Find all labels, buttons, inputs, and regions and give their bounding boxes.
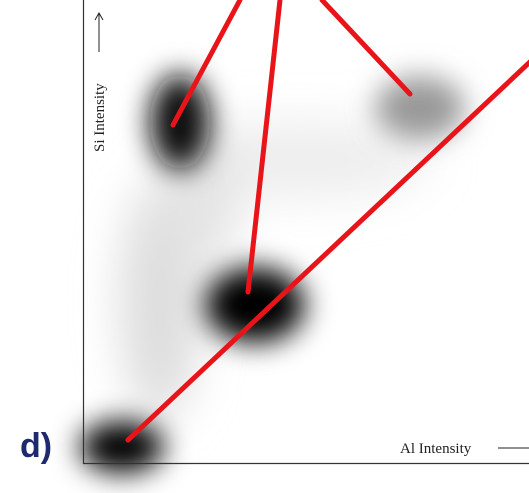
cluster <box>375 76 465 140</box>
pointer-line <box>125 59 529 443</box>
y-axis-label: Si Intensity <box>92 83 108 152</box>
density-haze <box>120 120 430 420</box>
cluster <box>205 267 305 343</box>
density-plot <box>80 0 529 473</box>
cluster <box>150 74 210 170</box>
pointer-line <box>170 0 243 128</box>
pointer-lines <box>125 0 529 443</box>
panel-label: d) <box>20 427 52 465</box>
pointer-line <box>319 0 413 97</box>
cluster <box>80 421 164 473</box>
density-blobs <box>80 74 465 473</box>
y-axis-arrow <box>94 11 104 52</box>
x-axis-label: Al Intensity <box>400 441 472 457</box>
pointer-line <box>245 0 283 295</box>
